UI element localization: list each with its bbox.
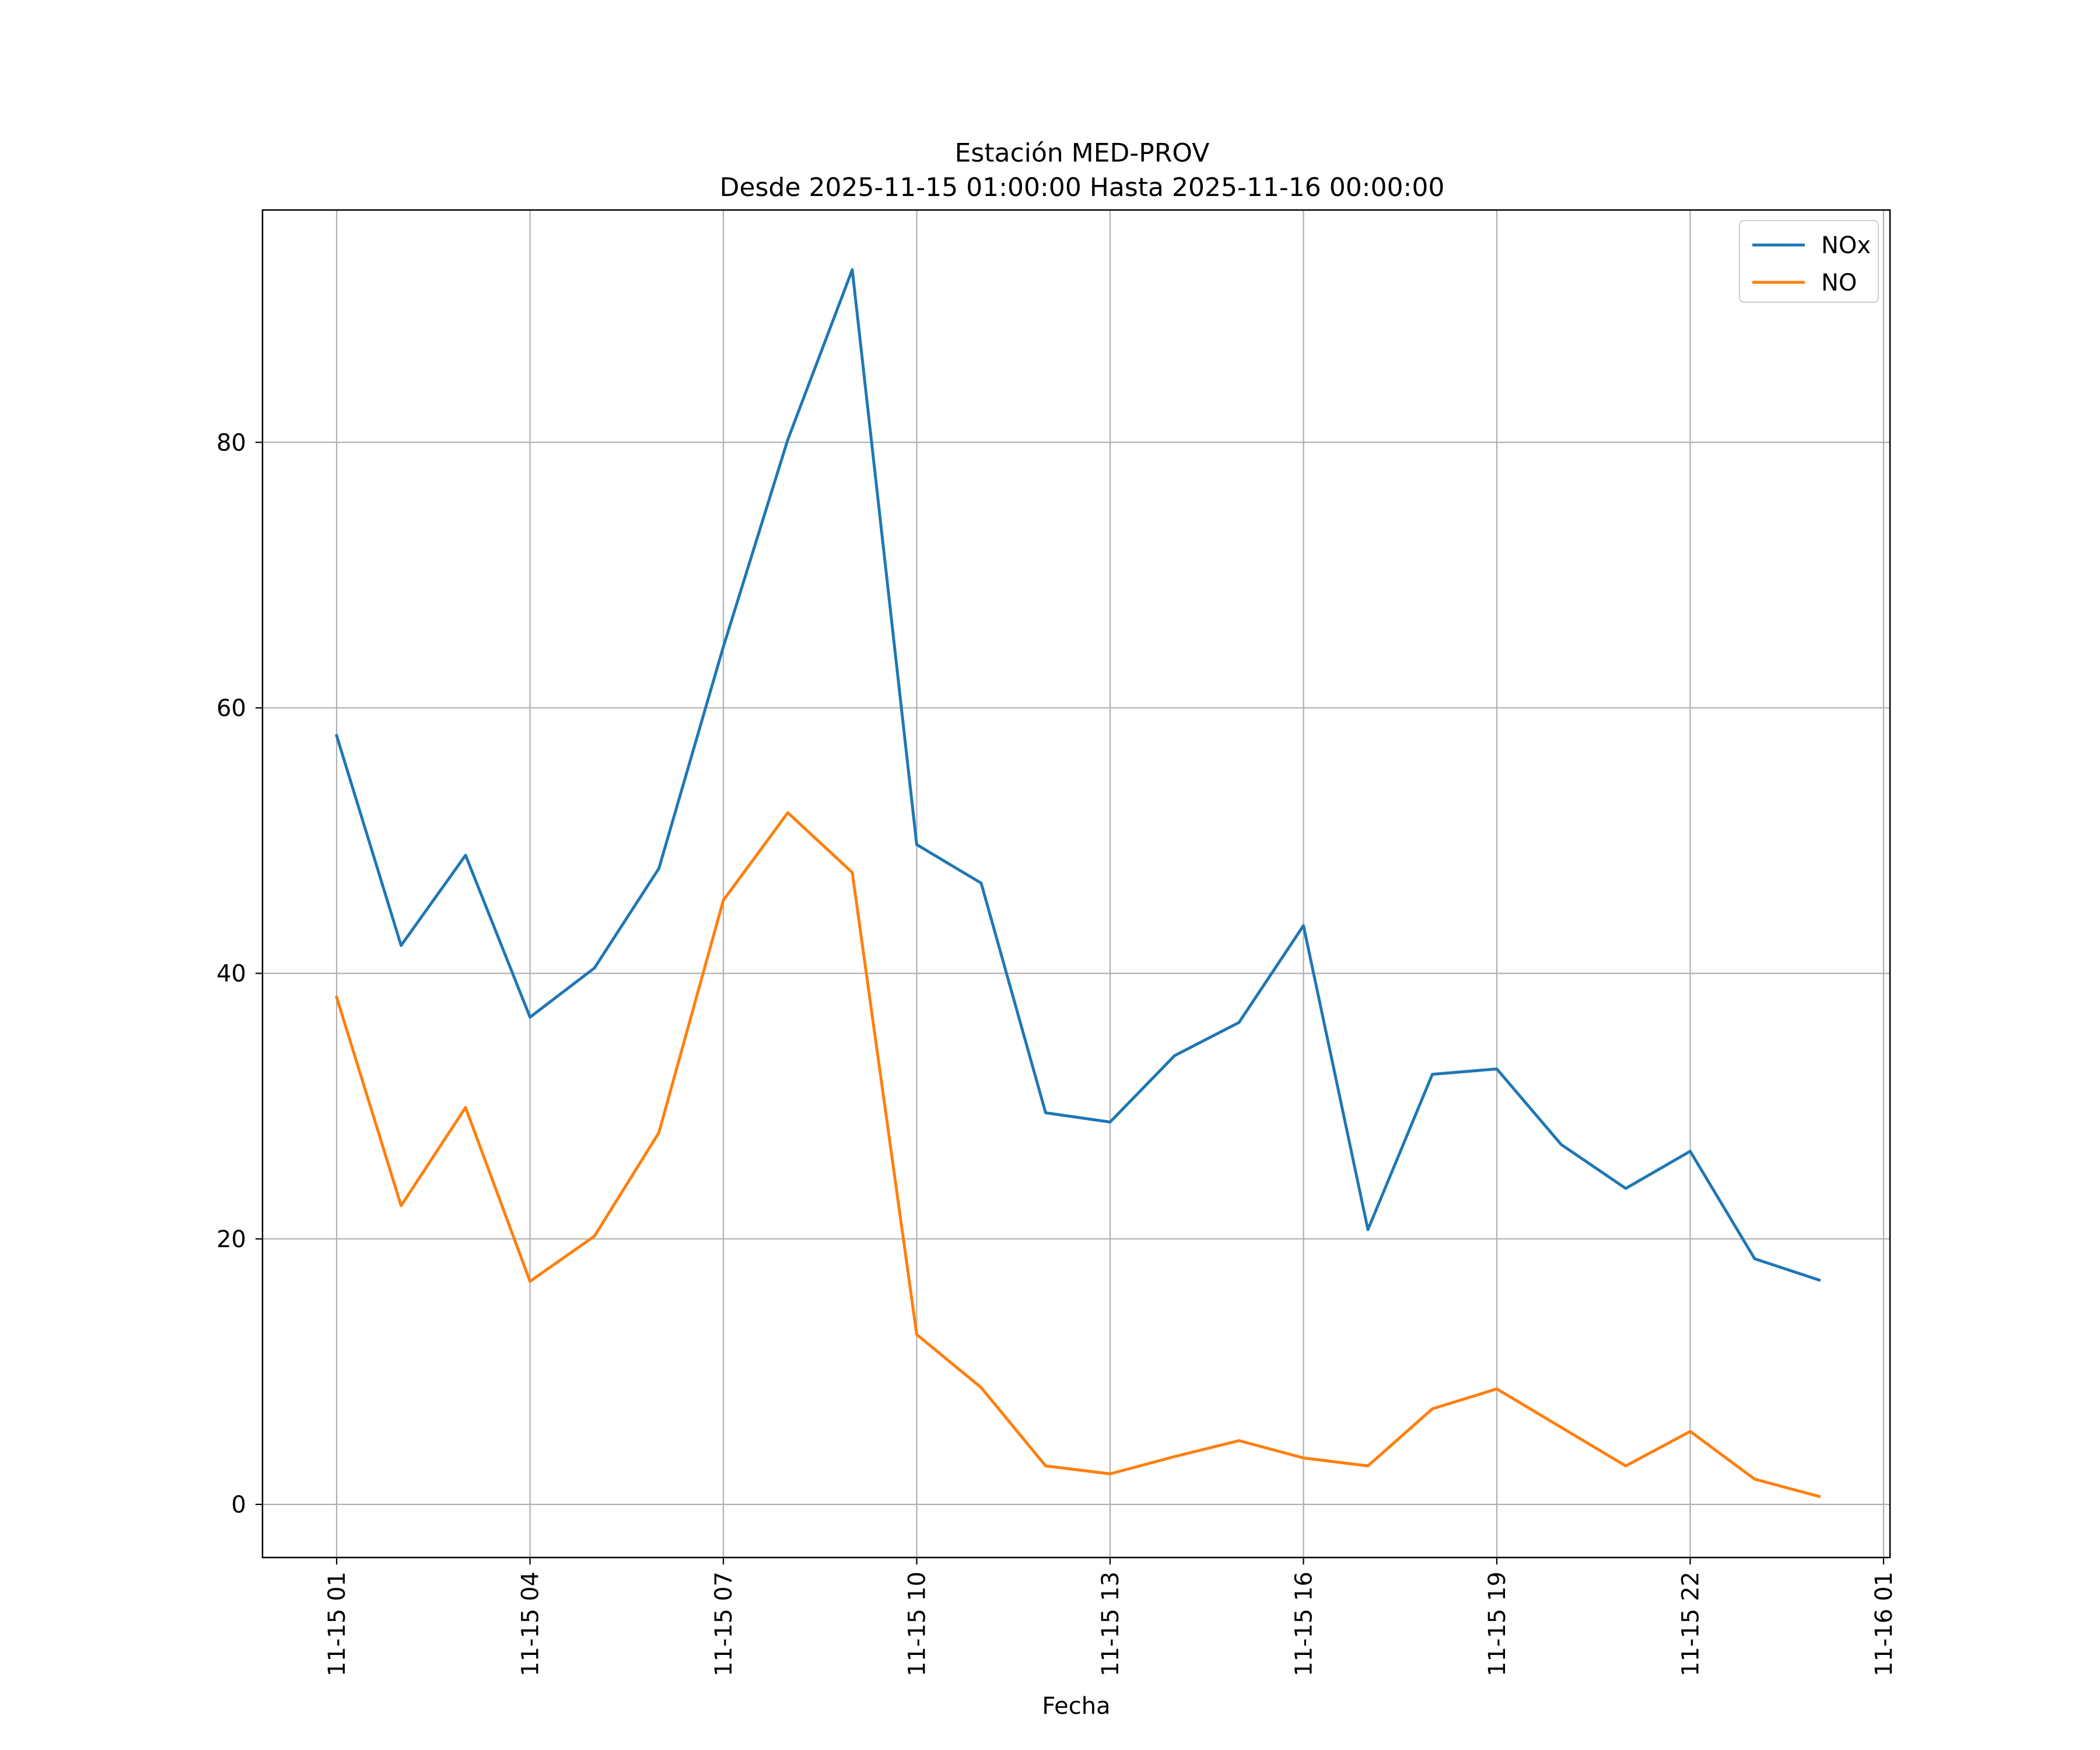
legend: NOx NO: [1739, 220, 1879, 303]
series-lines: [334, 268, 1821, 1499]
x-tick-label: 11-16 01: [1871, 1572, 1898, 1676]
chart-subtitle: Desde 2025-11-15 01:00:00 Hasta 2025-11-…: [720, 173, 1445, 202]
plot-frame: [261, 209, 1891, 1559]
y-tick-label: 0: [232, 1492, 246, 1518]
x-axis-ticks: 11-15 01 11-15 04 11-15 07 11-15 10 11-15 13…: [324, 1558, 1898, 1676]
series-line-nox: [334, 268, 1821, 1282]
x-tick-label: 11-15 13: [1097, 1572, 1124, 1676]
y-tick-label: 60: [216, 695, 246, 722]
x-tick-label: 11-15 10: [904, 1572, 931, 1676]
chart-title: Estación MED-PROV: [955, 138, 1210, 168]
y-tick-label: 40: [216, 961, 246, 988]
x-tick-label: 11-15 22: [1677, 1572, 1704, 1676]
legend-label-no: NO: [1821, 270, 1857, 296]
x-tick-label: 11-15 07: [710, 1572, 737, 1676]
y-tick-label: 80: [216, 429, 246, 456]
x-tick-label: 11-15 01: [324, 1572, 351, 1676]
y-tick-label: 20: [216, 1226, 246, 1253]
grid-lines: [262, 210, 1890, 1558]
x-tick-label: 11-15 04: [517, 1572, 544, 1676]
x-tick-label: 11-15 19: [1484, 1572, 1511, 1676]
legend-label-nox: NOx: [1821, 232, 1871, 259]
x-axis-label: Fecha: [1042, 1693, 1110, 1720]
x-tick-label: 11-15 16: [1290, 1572, 1317, 1676]
series-line-no: [334, 811, 1821, 1499]
y-axis-ticks: 0 20 40 60 80: [216, 429, 262, 1518]
